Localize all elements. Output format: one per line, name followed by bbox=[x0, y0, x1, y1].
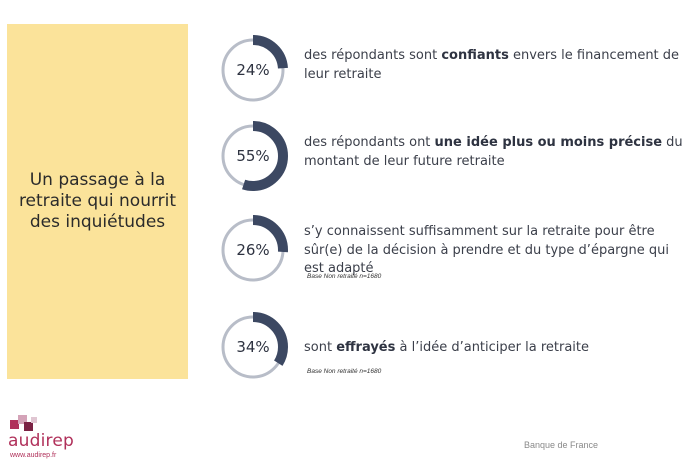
percent-value: 24% bbox=[236, 61, 270, 79]
desc-text: des répondants sont bbox=[304, 48, 442, 63]
percent-value: 26% bbox=[236, 241, 270, 259]
ring-fill bbox=[218, 121, 288, 191]
desc-text: s’y connaissent suffisamment sur la retr… bbox=[304, 224, 669, 276]
desc-text: envers le financement de leur retraite bbox=[304, 48, 680, 82]
base-note: Base Non retraité n=1680 bbox=[307, 368, 382, 375]
ring-fill bbox=[218, 312, 288, 382]
stat-knowledge: 26% s’y connaissent suffisamment sur la … bbox=[218, 215, 688, 295]
stat-confident: 24% des répondants sont confiants envers… bbox=[218, 35, 688, 115]
desc-emphasis: effrayés bbox=[336, 340, 396, 355]
desc-text: des répondants ont bbox=[304, 135, 435, 150]
base-note: Base Non retraité n=1680 bbox=[307, 273, 382, 280]
desc-emphasis: confiants bbox=[441, 48, 509, 63]
audirep-logo: audirep www.audirep.fr bbox=[8, 414, 88, 462]
ring-fill bbox=[218, 35, 288, 105]
title-panel: Un passage à la retraite qui nourrit des… bbox=[7, 24, 188, 379]
logo-mark-icon bbox=[10, 415, 37, 431]
donut-chart bbox=[218, 35, 288, 105]
stat-description: sont effrayés à l’idée d’anticiper la re… bbox=[304, 339, 684, 358]
percent-value: 34% bbox=[236, 338, 270, 356]
percent-value: 55% bbox=[236, 147, 270, 165]
desc-text: sont bbox=[304, 340, 337, 355]
footer-source: Banque de France bbox=[524, 440, 599, 450]
ring-fill bbox=[218, 215, 288, 285]
stat-afraid: 34% sont effrayés à l’idée d’anticiper l… bbox=[218, 312, 688, 392]
stat-description: s’y connaissent suffisamment sur la retr… bbox=[304, 223, 684, 279]
donut-chart bbox=[218, 121, 288, 191]
stat-estimate: 55% des répondants ont une idée plus ou … bbox=[218, 121, 688, 201]
logo-name: audirep bbox=[8, 431, 74, 451]
desc-text: du montant de leur future retraite bbox=[304, 135, 683, 169]
donut-chart bbox=[218, 215, 288, 285]
logo-url: www.audirep.fr bbox=[10, 452, 57, 459]
donut-chart bbox=[218, 312, 288, 382]
stat-description: des répondants sont confiants envers le … bbox=[304, 47, 684, 84]
panel-title: Un passage à la retraite qui nourrit des… bbox=[18, 170, 177, 232]
stat-description: des répondants ont une idée plus ou moin… bbox=[304, 134, 684, 171]
desc-text: à l’idée d’anticiper la retraite bbox=[395, 340, 590, 355]
desc-emphasis: une idée plus ou moins précise bbox=[434, 135, 663, 150]
